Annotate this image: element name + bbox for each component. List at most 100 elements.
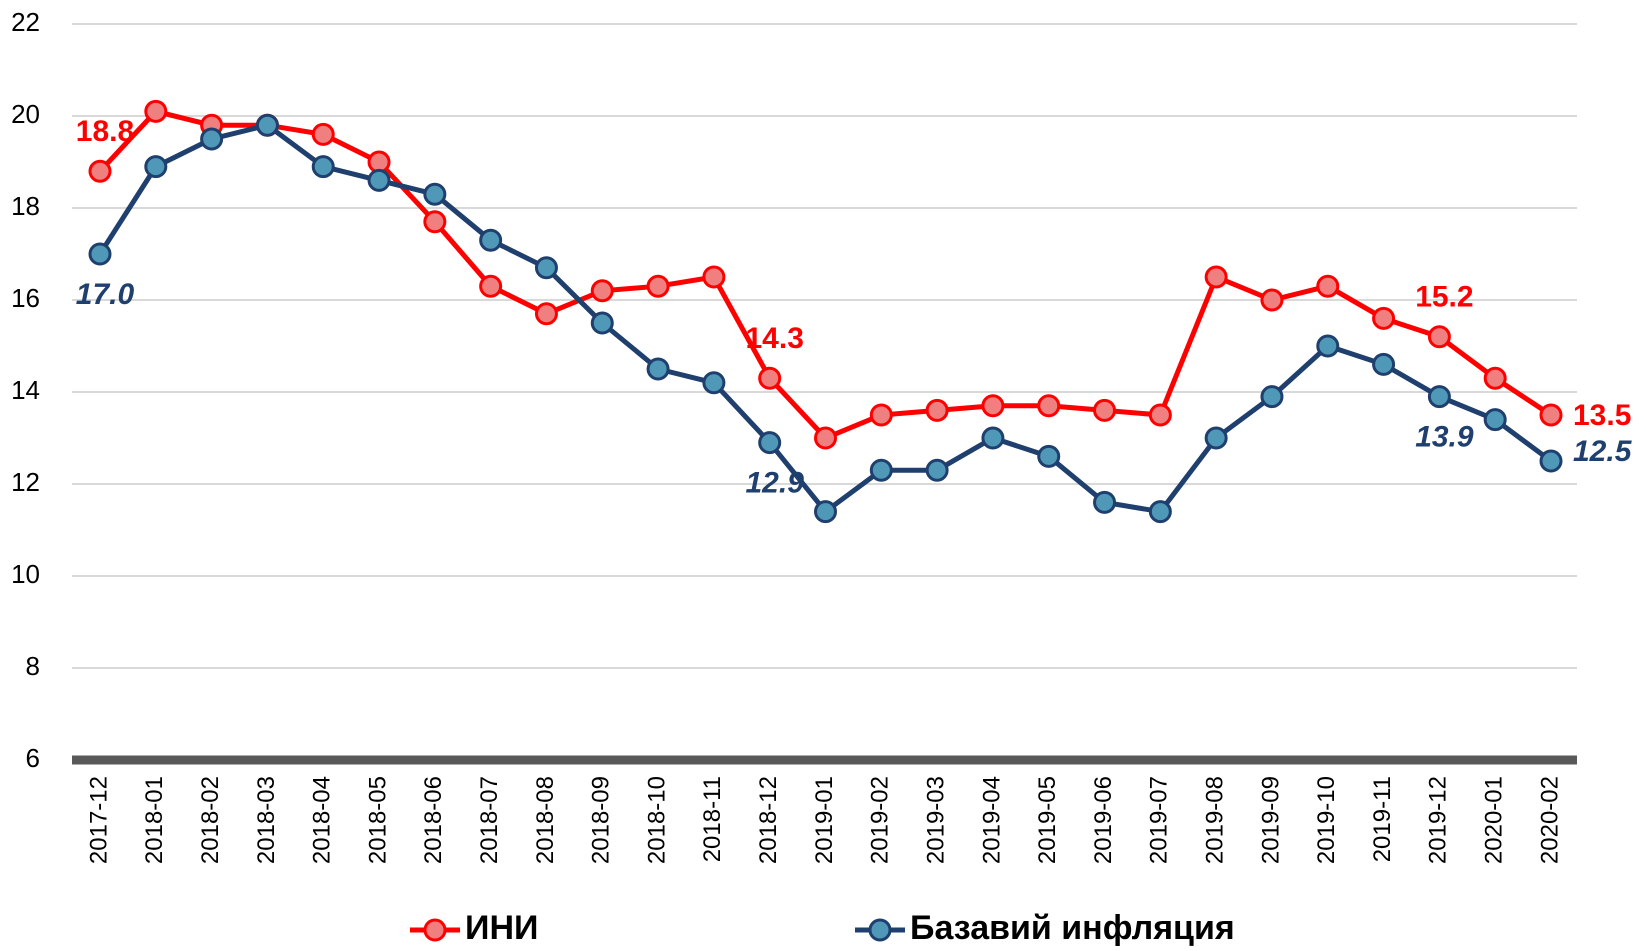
x-tick-label: 2018-04 (309, 776, 336, 864)
x-tick-label: 2020-01 (1481, 776, 1508, 864)
point (814, 426, 837, 450)
point (200, 127, 224, 151)
x-tick-label: 2019-05 (1034, 776, 1061, 864)
point (1093, 398, 1117, 422)
point (925, 458, 949, 482)
point (1037, 394, 1061, 418)
y-tick-label: 16 (11, 283, 40, 313)
x-tick-label: 2018-08 (532, 776, 559, 864)
x-tick-label: 2018-09 (588, 776, 615, 864)
x-tick-label: 2019-01 (811, 776, 838, 864)
y-tick-label: 10 (11, 559, 40, 589)
data-label: 13.5 (1573, 399, 1631, 432)
legend-marker (868, 918, 892, 942)
point (1260, 288, 1284, 312)
x-tick-label: 2019-07 (1146, 776, 1173, 864)
point (423, 210, 447, 234)
point (311, 122, 335, 146)
point (88, 242, 112, 266)
x-tick-label: 2020-02 (1536, 776, 1563, 864)
point (758, 366, 782, 390)
point (479, 274, 503, 298)
point (1037, 444, 1061, 468)
point (702, 371, 726, 395)
point (1204, 265, 1228, 289)
point (1316, 334, 1340, 358)
x-tick-label: 2017-12 (85, 776, 112, 864)
point (479, 228, 503, 252)
x-tick-label: 2018-10 (643, 776, 670, 864)
legend-marker (423, 918, 447, 942)
data-label: 14.3 (745, 322, 803, 355)
point (88, 159, 112, 183)
point (423, 182, 447, 206)
point (869, 403, 893, 427)
point (534, 302, 558, 326)
point (1204, 426, 1228, 450)
point (1539, 403, 1563, 427)
data-label: 12.5 (1573, 435, 1633, 468)
x-tick-label: 2018-05 (364, 776, 391, 864)
data-label: 18.8 (76, 115, 134, 148)
x-tick-label: 2018-11 (699, 776, 726, 862)
x-tick-label: 2019-09 (1257, 776, 1284, 864)
point (590, 311, 614, 335)
x-tick-label: 2019-03 (922, 776, 949, 864)
point (144, 99, 168, 123)
point (1483, 408, 1507, 432)
y-tick-label: 8 (26, 651, 40, 681)
point (367, 168, 391, 192)
data-label: 15.2 (1415, 281, 1473, 314)
point (590, 279, 614, 303)
point (1427, 385, 1451, 409)
x-tick-label: 2018-07 (476, 776, 503, 864)
x-tick-label: 2018-02 (197, 776, 224, 864)
point (814, 500, 837, 524)
point (1539, 449, 1563, 473)
point (925, 398, 949, 422)
point (1316, 274, 1340, 298)
x-tick-label: 2018-06 (420, 776, 447, 864)
point (981, 426, 1005, 450)
data-label: 12.9 (745, 467, 804, 500)
x-tick-label: 2019-08 (1201, 776, 1228, 864)
point (981, 394, 1005, 418)
y-tick-label: 20 (11, 99, 40, 129)
x-tick-label: 2019-11 (1369, 776, 1396, 862)
y-tick-label: 22 (11, 7, 40, 37)
point (646, 357, 670, 381)
point (1483, 366, 1507, 390)
legend-label: ИНИ (465, 909, 538, 947)
point (1148, 500, 1172, 524)
x-tick-label: 2019-06 (1090, 776, 1117, 864)
y-tick-label: 14 (11, 375, 40, 405)
point (1260, 385, 1284, 409)
point (869, 458, 893, 482)
x-tick-label: 2018-03 (253, 776, 280, 864)
legend-label: Базавий инфляция (910, 909, 1235, 947)
data-label: 17.0 (76, 278, 135, 311)
point (1427, 325, 1451, 349)
y-tick-label: 18 (11, 191, 40, 221)
point (144, 155, 168, 179)
point (702, 265, 726, 289)
point (534, 256, 558, 280)
data-label: 13.9 (1415, 421, 1474, 454)
point (758, 431, 782, 455)
x-tick-label: 2019-12 (1425, 776, 1452, 864)
point (1372, 352, 1396, 376)
x-tick-label: 2019-10 (1313, 776, 1340, 864)
x-tick-label: 2018-01 (141, 776, 168, 864)
point (1093, 490, 1117, 514)
point (255, 113, 279, 137)
point (311, 155, 335, 179)
series-line (97, 122, 1553, 516)
x-tick-label: 2018-12 (755, 776, 782, 864)
point (1372, 306, 1396, 330)
x-tick-label: 2019-04 (978, 776, 1005, 864)
y-tick-label: 12 (11, 467, 40, 497)
point (646, 274, 670, 298)
point (1148, 403, 1172, 427)
y-tick-label: 6 (26, 743, 40, 773)
